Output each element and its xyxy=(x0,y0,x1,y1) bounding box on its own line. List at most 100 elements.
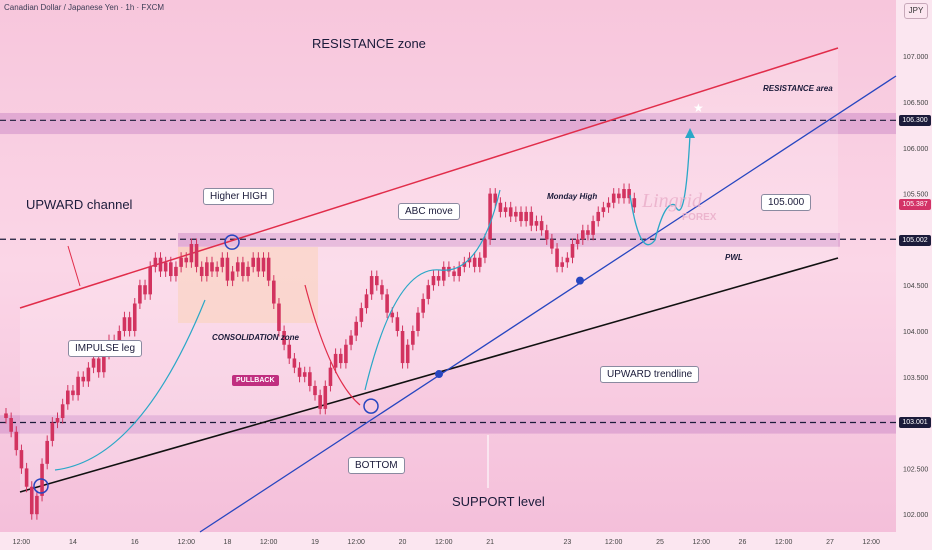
x-tick-label: 14 xyxy=(69,539,77,546)
candle-body xyxy=(174,266,178,277)
candle-body xyxy=(452,271,456,277)
x-tick-label: 12:00 xyxy=(435,539,453,546)
pullback-arrow xyxy=(304,284,361,406)
candle-body xyxy=(86,367,91,382)
candle-body xyxy=(272,280,276,304)
candle-body xyxy=(478,257,482,267)
x-tick-label: 12:00 xyxy=(260,539,278,546)
support-level-label: SUPPORT level xyxy=(452,494,545,509)
candle-body xyxy=(40,463,44,496)
candle-body xyxy=(431,276,436,286)
y-tick-label: 107.000 xyxy=(903,54,928,61)
candle-body xyxy=(400,331,405,364)
candle-body xyxy=(169,262,173,277)
candle-body xyxy=(622,189,626,199)
candle-body xyxy=(45,440,49,464)
candle-body xyxy=(534,221,539,226)
candle-body xyxy=(241,262,245,277)
candle-body xyxy=(215,266,219,272)
candle-body xyxy=(235,262,240,272)
channel-fill xyxy=(20,48,838,492)
support-zone xyxy=(0,415,896,434)
candle-body xyxy=(488,193,492,240)
channel-bottom-line xyxy=(19,257,839,493)
candle-body xyxy=(498,202,503,212)
candle-body xyxy=(421,298,425,313)
channel-pointer xyxy=(67,245,81,287)
x-tick-label: 21 xyxy=(486,539,494,546)
candle-body xyxy=(385,294,389,313)
y-tick-label: 104.000 xyxy=(903,329,928,336)
bottom-label: BOTTOM xyxy=(348,457,405,474)
candle-body xyxy=(359,308,364,322)
trendline-touch-dot xyxy=(435,370,443,379)
candle-body xyxy=(503,207,508,212)
currency-badge[interactable]: JPY xyxy=(904,3,928,19)
y-tick-label: 102.500 xyxy=(903,466,928,473)
candle-body xyxy=(550,239,554,249)
candle-body xyxy=(349,335,353,345)
upward-trendline xyxy=(199,75,897,533)
candle-body xyxy=(467,257,472,263)
candle-body xyxy=(71,390,75,396)
symbol-title: Canadian Dollar / Japanese Yen · 1h · FX… xyxy=(4,3,165,12)
candle-body xyxy=(591,221,595,235)
x-tick-label: 12:00 xyxy=(692,539,710,546)
upward-channel-label: UPWARD channel xyxy=(26,197,133,212)
candle-body xyxy=(524,211,528,222)
candle-body xyxy=(426,285,431,299)
swing-marker xyxy=(363,398,379,414)
candle-body xyxy=(199,266,204,277)
pwl-label: PWL xyxy=(725,253,743,262)
candle-body xyxy=(338,353,343,364)
candle-body xyxy=(102,353,106,373)
candle-body xyxy=(318,395,322,409)
watermark-sub: FOREX xyxy=(682,212,717,223)
x-tick-label: 12:00 xyxy=(177,539,195,546)
candle-body xyxy=(117,331,122,345)
candle-body xyxy=(436,276,441,281)
candle-body xyxy=(375,276,379,286)
candle-body xyxy=(4,413,8,419)
price-badge-105002: 105.002 xyxy=(899,235,931,246)
candle-body xyxy=(462,262,467,267)
candle-body xyxy=(457,266,461,277)
candle-body xyxy=(148,266,152,295)
candle-body xyxy=(91,358,96,368)
x-tick-label: 16 xyxy=(131,539,139,546)
candle-body xyxy=(50,422,55,441)
chart-background xyxy=(0,0,896,532)
candle-body xyxy=(632,198,637,208)
y-tick-label: 105.500 xyxy=(903,192,928,199)
candle-body xyxy=(411,331,415,345)
candle-body xyxy=(292,358,297,368)
candle-body xyxy=(143,285,147,295)
candle-body xyxy=(581,230,585,240)
y-tick-label: 106.500 xyxy=(903,100,928,107)
price-badge-last: 105.387 xyxy=(899,199,931,210)
candle-body xyxy=(29,486,34,515)
star-icon: ★ xyxy=(693,101,704,115)
candle-body xyxy=(261,257,266,272)
candle-body xyxy=(344,344,348,364)
candle-body xyxy=(601,207,606,212)
candle-body xyxy=(158,257,163,272)
candle-body xyxy=(483,239,487,258)
higher-high-label: Higher HIGH xyxy=(203,188,275,205)
candle-body xyxy=(14,431,19,451)
resistance-area-label: RESISTANCE area xyxy=(763,84,833,93)
candle-body xyxy=(9,418,13,432)
x-tick-label: 25 xyxy=(656,539,664,546)
candle-body xyxy=(225,257,230,281)
x-tick-label: 23 xyxy=(563,539,571,546)
upward-trendline-label: UPWARD trendline xyxy=(600,366,700,383)
candle-body xyxy=(529,211,534,226)
candle-body xyxy=(256,257,261,272)
candle-body xyxy=(472,257,477,267)
consolidation-zone-label: CONSOLIDATION zone xyxy=(212,333,299,342)
candle-body xyxy=(179,257,183,267)
candle-body xyxy=(287,344,292,359)
projection-path xyxy=(629,134,691,246)
